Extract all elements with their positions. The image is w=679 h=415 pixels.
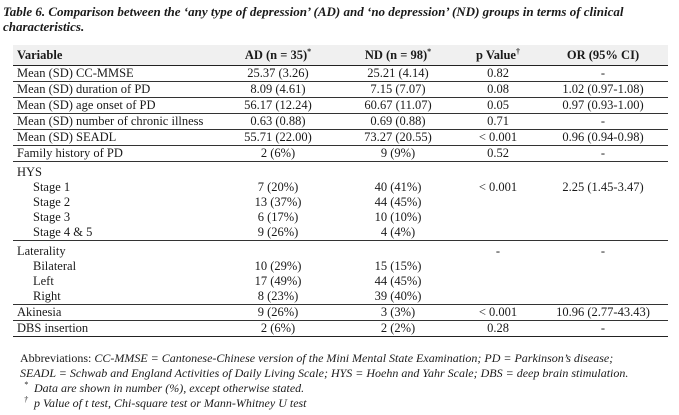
table-row: Mean (SD) duration of PD 8.09 (4.61) 7.1… <box>13 81 668 98</box>
cell-ad: 13 (37%) <box>254 195 302 209</box>
table-row: Mean (SD) number of chronic illness 0.63… <box>13 113 668 130</box>
cell-nd: 0.69 (0.88) <box>338 113 458 130</box>
cell-or: 10.96 (2.77-43.43) <box>538 304 668 321</box>
table-caption: Table 6. Comparison between the ‘any typ… <box>3 4 624 34</box>
row-label: Stage 1 <box>33 180 71 194</box>
clinical-characteristics-table: Variable AD (n = 35)* ND (n = 98)* p Val… <box>13 45 668 337</box>
row-label: DBS insertion <box>13 320 218 337</box>
footnote-data-format: * Data are shown in number (%), except o… <box>24 380 305 396</box>
row-label: Stage 2 <box>33 195 71 209</box>
cell-p: 0.82 <box>458 65 538 82</box>
cell-nd: 25.21 (4.14) <box>338 65 458 82</box>
cell-nd: 44 (45%) <box>374 274 422 288</box>
cell-p: < 0.001 <box>458 304 538 321</box>
cell-p: 0.08 <box>458 81 538 98</box>
row-label: Mean (SD) number of chronic illness <box>13 113 218 130</box>
row-label: Mean (SD) CC-MMSE <box>13 65 218 82</box>
cell-nd: 40 (41%) <box>374 180 422 194</box>
cell-or: - <box>538 320 668 337</box>
cell-ad: 2 (6%) <box>218 145 338 162</box>
table-row-hys: HYS <box>13 162 668 181</box>
cell-ad: 8 (23%) <box>218 289 338 305</box>
table-row: Bilateral 10 (29%) 15 (15%) <box>13 259 668 274</box>
cell-or: 1.02 (0.97-1.08) <box>538 81 668 98</box>
cell-or: - <box>538 65 668 82</box>
table-row: Mean (SD) age onset of PD 56.17 (12.24) … <box>13 97 668 114</box>
row-label: Family history of PD <box>13 145 218 162</box>
cell-nd: 10 (10%) <box>374 210 422 224</box>
row-label: Stage 3 <box>33 210 71 224</box>
row-label: Mean (SD) duration of PD <box>13 81 218 98</box>
table-row: Right 8 (23%) 39 (40%) <box>13 289 668 305</box>
row-label: HYS <box>17 165 43 179</box>
row-label: Mean (SD) age onset of PD <box>13 97 218 114</box>
footnote-p-value: † p Value of t test, Chi-square test or … <box>24 395 307 411</box>
cell-p: 0.52 <box>458 145 538 162</box>
cell-or: - <box>600 244 606 258</box>
table-row: Mean (SD) CC-MMSE 25.37 (3.26) 25.21 (4.… <box>13 65 668 82</box>
cell-p: < 0.001 <box>458 129 538 146</box>
table-row-akinesia: Akinesia 9 (26%) 3 (3%) < 0.001 10.96 (2… <box>13 304 668 321</box>
header-variable: Variable <box>13 45 218 66</box>
abbreviations-line-2: SEADL = Schwab and England Activities of… <box>20 366 629 380</box>
cell-nd: 2 (2%) <box>338 320 458 337</box>
cell-p: < 0.001 <box>478 180 518 194</box>
header-p: p Value† <box>458 45 538 66</box>
row-label: Laterality <box>17 244 66 258</box>
cell-nd: 60.67 (11.07) <box>338 97 458 114</box>
table-row: Stage 4 & 5 9 (26%) 4 (4%) <box>13 225 668 241</box>
cell-nd: 39 (40%) <box>338 289 458 305</box>
cell-p: - <box>495 244 501 258</box>
cell-ad: 25.37 (3.26) <box>218 65 338 82</box>
cell-ad: 9 (26%) <box>218 225 338 241</box>
cell-or: 2.25 (1.45-3.47) <box>562 180 644 194</box>
row-label: Akinesia <box>13 304 218 321</box>
table-row-dbs: DBS insertion 2 (6%) 2 (2%) 0.28 - <box>13 320 668 337</box>
cell-nd: 15 (15%) <box>374 259 422 273</box>
header-row: Variable AD (n = 35)* ND (n = 98)* p Val… <box>13 45 668 66</box>
cell-ad: 9 (26%) <box>218 304 338 321</box>
row-label: Stage 4 & 5 <box>13 225 218 241</box>
cell-ad: 10 (29%) <box>254 259 302 273</box>
cell-nd: 4 (4%) <box>338 225 458 241</box>
cell-or: 0.97 (0.93-1.00) <box>538 97 668 114</box>
cell-p: 0.28 <box>458 320 538 337</box>
cell-ad: 56.17 (12.24) <box>218 97 338 114</box>
cell-ad: 6 (17%) <box>257 210 299 224</box>
cell-ad: 55.71 (22.00) <box>218 129 338 146</box>
abbreviations-line-1: Abbreviations: CC-MMSE = Cantonese-Chine… <box>20 351 614 365</box>
cell-nd: 73.27 (20.55) <box>338 129 458 146</box>
cell-ad: 7 (20%) <box>257 180 299 194</box>
table-row: Family history of PD 2 (6%) 9 (9%) 0.52 … <box>13 145 668 162</box>
row-label: Left <box>33 274 54 288</box>
cell-or: - <box>538 145 668 162</box>
table-row: Stage 2 13 (37%) 44 (45%) <box>13 195 668 210</box>
table-row: Stage 3 6 (17%) 10 (10%) <box>13 210 668 225</box>
cell-nd: 44 (45%) <box>374 195 422 209</box>
header-nd: ND (n = 98)* <box>338 45 458 66</box>
cell-p: 0.05 <box>458 97 538 114</box>
header-or: OR (95% CI) <box>538 45 668 66</box>
cell-ad: 8.09 (4.61) <box>218 81 338 98</box>
cell-or: 0.96 (0.94-0.98) <box>538 129 668 146</box>
cell-ad: 0.63 (0.88) <box>218 113 338 130</box>
row-label: Bilateral <box>33 259 77 273</box>
cell-ad: 2 (6%) <box>218 320 338 337</box>
table-row-laterality: Laterality - - <box>13 241 668 260</box>
cell-p: 0.71 <box>458 113 538 130</box>
table-footnotes: Abbreviations: CC-MMSE = Cantonese-Chine… <box>20 351 675 411</box>
table-row: Left 17 (49%) 44 (45%) <box>13 274 668 289</box>
table-row: Mean (SD) SEADL 55.71 (22.00) 73.27 (20.… <box>13 129 668 146</box>
row-label: Right <box>13 289 218 305</box>
row-label: Mean (SD) SEADL <box>13 129 218 146</box>
table-row: Stage 1 7 (20%) 40 (41%) < 0.001 2.25 (1… <box>13 180 668 195</box>
cell-or: - <box>538 113 668 130</box>
header-ad: AD (n = 35)* <box>218 45 338 66</box>
cell-ad: 17 (49%) <box>254 274 302 288</box>
cell-nd: 7.15 (7.07) <box>338 81 458 98</box>
cell-nd: 9 (9%) <box>338 145 458 162</box>
cell-nd: 3 (3%) <box>338 304 458 321</box>
